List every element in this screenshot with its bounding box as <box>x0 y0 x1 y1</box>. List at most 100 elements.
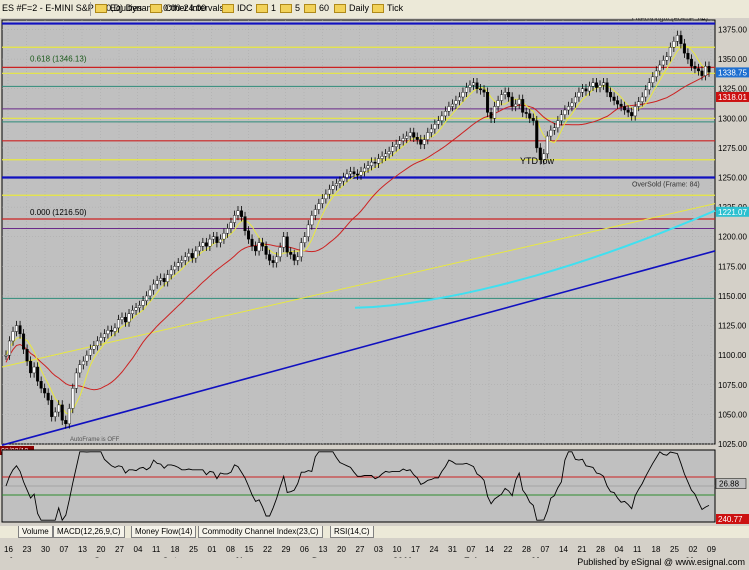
price-chart[interactable]: 1375.00 1350.00 1325.00 1300.00 1275.00 1250.… <box>0 18 749 558</box>
candle <box>36 366 40 382</box>
candle <box>338 180 342 184</box>
candle <box>380 156 384 159</box>
candle <box>598 84 602 88</box>
candle <box>99 337 103 342</box>
interval-5[interactable]: 5 <box>280 3 300 14</box>
interval-1[interactable]: 1 <box>256 3 276 14</box>
x-tick-label: 18 <box>652 545 661 554</box>
indicator-line <box>5 451 710 522</box>
candle <box>696 68 700 72</box>
candle <box>264 246 268 255</box>
candle <box>208 238 212 247</box>
interval-idc[interactable]: IDC <box>222 3 253 14</box>
candle <box>138 305 142 308</box>
candle <box>102 333 106 338</box>
interval-tick[interactable]: Tick <box>372 3 403 14</box>
candle <box>454 100 458 105</box>
candle <box>626 109 630 113</box>
candle <box>296 256 300 261</box>
interval-daily[interactable]: Daily <box>334 3 369 14</box>
price-tag-label: 1221.07 <box>718 208 747 217</box>
candle <box>436 120 440 125</box>
candle <box>60 404 64 421</box>
candle <box>331 185 335 190</box>
y-tick-label: 1350.00 <box>718 55 747 64</box>
candle <box>535 120 539 149</box>
trendline <box>1 250 716 446</box>
candle <box>166 274 170 282</box>
candle <box>556 120 560 128</box>
x-tick-label: 17 <box>411 545 420 554</box>
indicator-low-tag <box>716 514 749 524</box>
candle <box>356 173 360 176</box>
x-tick-label: 15 <box>245 545 254 554</box>
tab-volume[interactable]: Volume <box>18 526 53 538</box>
tab-money-flow[interactable]: Money Flow(14) <box>131 526 197 538</box>
tab-macd[interactable]: MACD(12,26,9,C) <box>53 526 125 538</box>
folder-icon <box>372 4 384 14</box>
candle <box>109 330 113 332</box>
candle <box>162 277 166 282</box>
x-month-label: Apr <box>615 556 631 558</box>
candle <box>183 256 187 261</box>
x-month-label: 2011 <box>393 556 413 558</box>
x-tick-label: 13 <box>319 545 328 554</box>
x-tick-label: 03 <box>374 545 383 554</box>
folder-icon <box>222 4 234 14</box>
candle <box>623 106 627 111</box>
y-tick-label: 1175.00 <box>718 262 747 271</box>
candle <box>507 92 511 98</box>
candle <box>412 132 416 138</box>
candle <box>408 132 412 137</box>
y-tick-label: 1075.00 <box>718 381 747 390</box>
x-tick-label: 10 <box>393 545 402 554</box>
tab-cci[interactable]: Commodity Channel Index(23,C) <box>198 526 323 538</box>
folder-icon <box>334 4 346 14</box>
candle <box>106 330 110 335</box>
candle <box>85 354 89 362</box>
candle <box>461 92 465 98</box>
candle <box>401 138 405 142</box>
candle <box>232 215 236 223</box>
candle <box>50 399 54 417</box>
candle <box>278 247 282 258</box>
candle <box>201 242 205 247</box>
candle <box>457 96 461 101</box>
x-tick-label: 22 <box>263 545 272 554</box>
candle <box>285 236 289 253</box>
x-tick-label: 27 <box>115 545 124 554</box>
x-tick-label: 24 <box>430 545 439 554</box>
candle <box>538 147 542 160</box>
candle <box>595 82 599 88</box>
x-tick-label: 08 <box>226 545 235 554</box>
candle <box>644 89 648 98</box>
candle <box>584 88 588 92</box>
candle <box>514 103 518 107</box>
x-tick-label: 04 <box>615 545 624 554</box>
candle <box>22 333 26 350</box>
candle <box>229 222 233 229</box>
candle <box>640 96 644 102</box>
candle <box>113 327 117 332</box>
candle <box>651 76 655 83</box>
long-ma-curve <box>354 209 716 309</box>
candle <box>187 253 191 258</box>
candle <box>39 381 43 389</box>
folder-icon <box>95 4 107 14</box>
x-tick-label: 20 <box>97 545 106 554</box>
x-tick-label: 07 <box>541 545 550 554</box>
y-tick-label: 1325.00 <box>718 85 747 94</box>
x-month-label: Oct <box>162 556 177 558</box>
candle <box>398 140 402 145</box>
candle <box>176 262 180 267</box>
candle <box>324 193 328 200</box>
equities-folder[interactable]: Equities <box>95 3 142 14</box>
candle <box>236 210 240 216</box>
tab-rsi[interactable]: RSI(14,C) <box>330 526 374 538</box>
interval-60[interactable]: 60 <box>304 3 329 14</box>
candle <box>524 112 528 114</box>
other-intervals-folder[interactable]: Other Intervals <box>150 3 224 14</box>
candle <box>668 47 672 57</box>
candle <box>443 110 447 117</box>
candle <box>190 253 194 259</box>
